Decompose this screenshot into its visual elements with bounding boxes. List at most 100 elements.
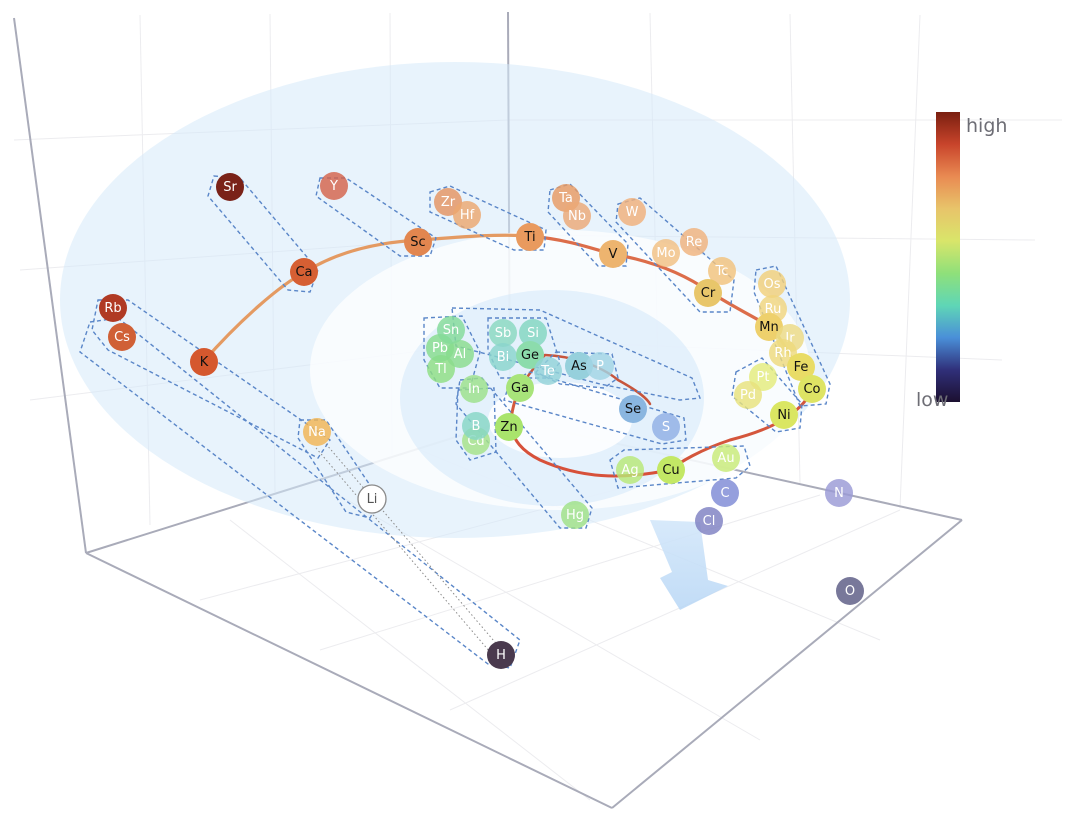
element-node-ni: Ni <box>770 401 798 429</box>
element-label-co: Co <box>803 382 820 397</box>
element-node-mo: Mo <box>652 239 680 267</box>
element-label-bi: Bi <box>497 350 510 365</box>
element-node-os: Os <box>758 270 786 298</box>
element-node-si: Si <box>519 319 547 347</box>
element-circle-mo <box>652 239 680 267</box>
element-label-cr: Cr <box>701 286 716 301</box>
element-label-ga: Ga <box>511 381 529 396</box>
element-label-y: Y <box>329 179 338 194</box>
element-nodes: RbCsKSrCaYScZrHfTiTaNbVWMoReTcCrOsRuMnIr… <box>99 172 864 669</box>
element-node-v: V <box>599 240 627 268</box>
element-node-tl: Tl <box>427 355 455 383</box>
element-label-li: Li <box>367 492 378 507</box>
element-node-te: Te <box>534 357 562 385</box>
element-circle-na <box>303 418 331 446</box>
element-circle-ca <box>290 258 318 286</box>
element-label-pd: Pd <box>740 388 756 403</box>
element-node-hg: Hg <box>561 501 589 529</box>
element-label-s: S <box>662 420 670 435</box>
element-node-ca: Ca <box>290 258 318 286</box>
element-node-cs: Cs <box>108 323 136 351</box>
colorbar-low-label: low <box>916 389 948 411</box>
element-circle-v <box>599 240 627 268</box>
element-label-os: Os <box>763 277 780 292</box>
element-circle-rb <box>99 294 127 322</box>
element-node-w: W <box>618 198 646 226</box>
element-label-re: Re <box>686 235 702 250</box>
element-label-pt: Pt <box>757 370 770 385</box>
element-circle-ti <box>516 223 544 251</box>
element-node-co: Co <box>798 375 826 403</box>
element-label-al: Al <box>454 347 467 362</box>
element-label-b: B <box>472 419 481 434</box>
element-node-cu: Cu <box>657 456 685 484</box>
element-node-sc: Sc <box>404 228 432 256</box>
spiral-arrow <box>650 520 728 610</box>
element-circle-cl <box>695 507 723 535</box>
li-dotted-links <box>315 443 501 653</box>
element-node-rb: Rb <box>99 294 127 322</box>
element-label-fe: Fe <box>794 360 809 375</box>
colorbar-high-label: high <box>966 115 1007 137</box>
element-circle-te <box>534 357 562 385</box>
element-node-ti: Ti <box>516 223 544 251</box>
element-circle-w <box>618 198 646 226</box>
element-node-ag: Ag <box>616 456 644 484</box>
element-node-sr: Sr <box>216 173 244 201</box>
element-node-cr: Cr <box>694 279 722 307</box>
element-label-nb: Nb <box>568 209 586 224</box>
element-label-si: Si <box>527 326 539 341</box>
element-node-na: Na <box>303 418 331 446</box>
element-node-tc: Tc <box>708 257 736 285</box>
colorbar-gradient <box>936 112 960 402</box>
element-label-n: N <box>834 486 844 501</box>
element-circle-in <box>460 375 488 403</box>
element-circle-tl <box>427 355 455 383</box>
element-circle-co <box>798 375 826 403</box>
element-label-ge: Ge <box>521 348 539 363</box>
element-label-p: P <box>596 359 604 374</box>
element-node-pd: Pd <box>734 381 762 409</box>
element-label-cl: Cl <box>703 514 716 529</box>
element-node-c: C <box>711 479 739 507</box>
element-node-ge: Ge <box>516 341 544 369</box>
element-node-hf: Hf <box>453 201 481 229</box>
element-node-ga: Ga <box>506 374 534 402</box>
element-node-mn: Mn <box>755 313 783 341</box>
element-circle-hg <box>561 501 589 529</box>
element-circle-hf <box>453 201 481 229</box>
element-circle-au <box>712 444 740 472</box>
element-circle-sr <box>216 173 244 201</box>
element-label-ni: Ni <box>777 408 790 423</box>
element-circle-os <box>758 270 786 298</box>
element-label-ta: Ta <box>558 191 573 206</box>
element-node-h: H <box>487 641 515 669</box>
element-circle-n <box>825 479 853 507</box>
element-circle-si <box>519 319 547 347</box>
element-circle-s <box>652 413 680 441</box>
element-circle-cr <box>694 279 722 307</box>
element-node-li: Li <box>357 484 387 514</box>
element-circle-ag <box>616 456 644 484</box>
element-node-se: Se <box>619 395 647 423</box>
element-label-tl: Tl <box>434 362 447 377</box>
element-node-in: In <box>460 375 488 403</box>
element-node-re: Re <box>680 228 708 256</box>
element-circle-b <box>462 412 490 440</box>
element-label-sr: Sr <box>223 180 237 195</box>
element-circle-k <box>190 348 218 376</box>
element-label-sc: Sc <box>410 235 425 250</box>
element-label-ti: Ti <box>523 230 535 245</box>
element-circle-o <box>836 577 864 605</box>
element-circle-c <box>711 479 739 507</box>
element-circle-as <box>565 352 593 380</box>
element-circle-li <box>357 484 387 514</box>
element-label-h: H <box>496 648 506 663</box>
element-node-zn: Zn <box>495 413 523 441</box>
element-label-sn: Sn <box>443 323 460 338</box>
element-label-cu: Cu <box>662 463 679 478</box>
element-label-cs: Cs <box>114 330 130 345</box>
element-label-au: Au <box>717 451 734 466</box>
element-label-hg: Hg <box>566 508 584 523</box>
